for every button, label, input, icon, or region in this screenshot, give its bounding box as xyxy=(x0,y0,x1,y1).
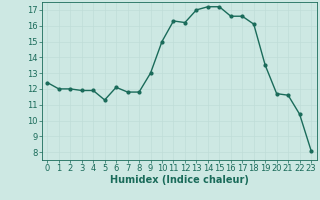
X-axis label: Humidex (Indice chaleur): Humidex (Indice chaleur) xyxy=(110,175,249,185)
